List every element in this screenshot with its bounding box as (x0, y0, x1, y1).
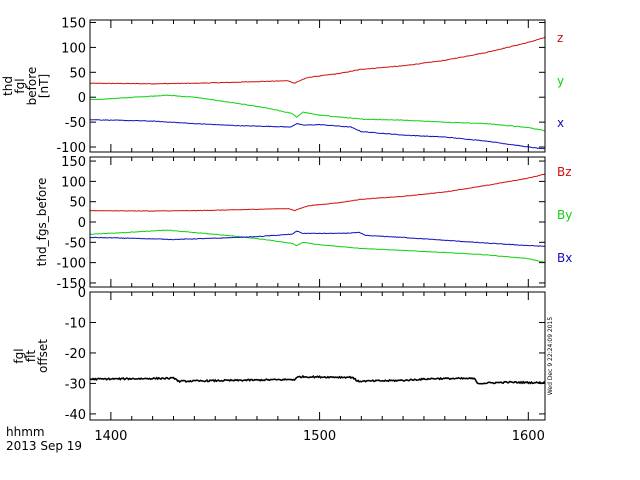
y-tick-label: -20 (65, 347, 86, 362)
time-unit-label: hhmm (6, 425, 45, 439)
series-line-z (89, 36, 546, 85)
y-tick-label: -40 (65, 408, 86, 423)
series-line-x (90, 119, 545, 150)
y-axis-title-line: offset (36, 339, 50, 373)
y-tick-label: -10 (65, 316, 86, 331)
y-tick-label: -50 (65, 236, 86, 251)
y-tick-label: 100 (61, 41, 86, 56)
y-axis-title-line: flt (24, 350, 38, 363)
y-axis-title-line: fgl (12, 348, 26, 363)
panel-frame (89, 19, 546, 153)
y-axis-title-line: thd_fgs_before (35, 178, 49, 267)
y-tick-label: 50 (69, 66, 86, 81)
series-line-bx (89, 230, 546, 247)
series-line-by (89, 229, 546, 264)
legend-label-bz: Bz (557, 165, 572, 179)
y-tick-label: 0 (78, 91, 86, 106)
y-tick-label: 0 (78, 286, 86, 301)
y-tick-label: -100 (56, 141, 86, 156)
creation-timestamp: Wed Dec 9 22:24:09 2015 (547, 317, 554, 396)
legend-label-by: By (557, 208, 572, 222)
y-axis-title-line: [nT] (37, 74, 51, 98)
y-axis-title: thd_fgs_before (35, 178, 49, 267)
y-axis-title-line: fgl (13, 78, 27, 93)
y-axis-title-line: before (25, 67, 39, 106)
y-tick-label: -150 (56, 277, 86, 292)
y-tick-label: 150 (61, 16, 86, 31)
legend-label-y: y (557, 74, 564, 88)
panel-2: 150 100 50 0 -50 -100 -150 thd_fgs_before Bz By Bx (35, 155, 572, 292)
series-line-bz (90, 173, 546, 212)
y-tick-label: -30 (65, 377, 86, 392)
y-axis-title-line: thd (1, 76, 15, 96)
x-tick-label: 1400 (94, 429, 127, 444)
legend-label-x: x (557, 116, 564, 130)
y-tick-label: 50 (69, 196, 86, 211)
y-tick-label: 100 (61, 175, 86, 190)
panel-frame (89, 291, 546, 421)
series-line-y (89, 94, 546, 132)
panel-frame (89, 156, 546, 288)
y-tick-label: -50 (65, 116, 86, 131)
x-tick-label: 1500 (303, 429, 336, 444)
y-tick-label: 150 (61, 155, 86, 170)
legend-label-z: z (557, 31, 563, 45)
y-tick-label: 0 (78, 216, 86, 231)
y-tick-label: -100 (56, 257, 86, 272)
date-label: 2013 Sep 19 (6, 439, 82, 453)
legend-label-bx: Bx (557, 251, 572, 265)
x-tick-label: 1600 (512, 429, 545, 444)
series-line-offset (89, 374, 546, 385)
